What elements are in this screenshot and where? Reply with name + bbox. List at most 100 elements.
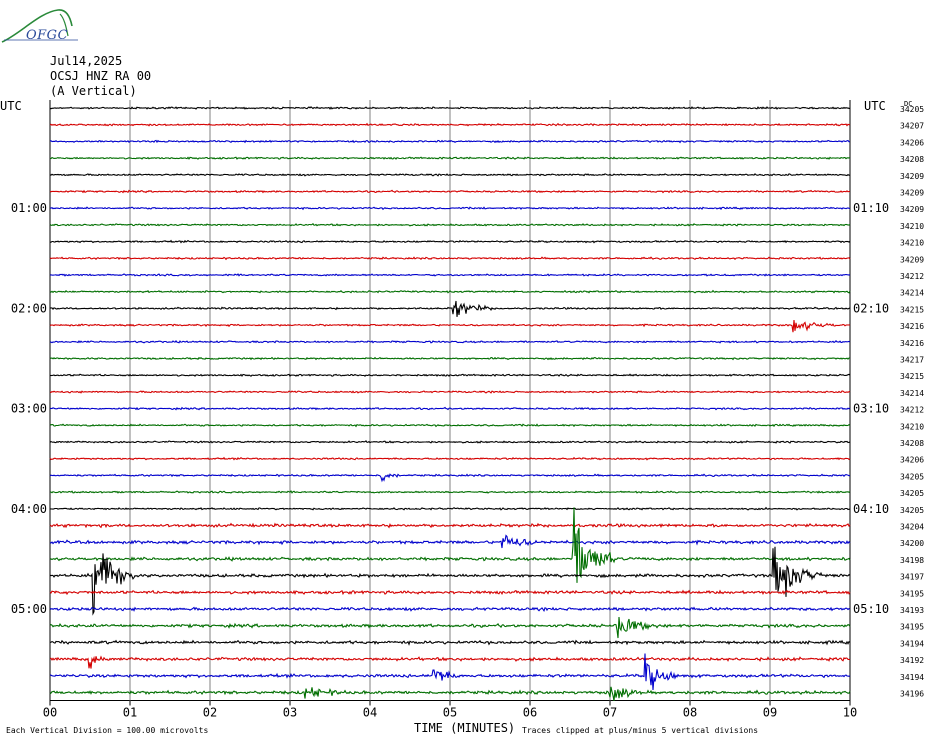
seismic-trace	[49, 522, 851, 529]
seismic-trace	[50, 490, 851, 494]
dc-offset-label: 34209	[900, 189, 924, 198]
dc-offset-label: 34217	[900, 356, 924, 365]
right-utc-label: UTC	[864, 99, 886, 113]
dc-offset-label: 34210	[900, 422, 924, 431]
seismic-trace	[49, 256, 851, 261]
dc-offset-label: 34209	[900, 172, 924, 181]
x-tick-label: 06	[523, 706, 537, 720]
seismic-trace	[49, 473, 851, 483]
seismic-trace	[49, 300, 851, 317]
seismic-trace	[49, 506, 850, 511]
x-tick-label: 09	[763, 706, 777, 720]
component-label: (A Vertical)	[50, 84, 137, 98]
dc-offset-label: 34209	[900, 255, 924, 264]
right-hour-label: 04:10	[853, 502, 889, 516]
dc-offset-label: 34205	[900, 506, 924, 515]
caption-left: Each Vertical Division = 100.00 microvol…	[6, 726, 208, 735]
logo-text: OFGC	[26, 28, 69, 43]
x-tick-label: 05	[443, 706, 457, 720]
dc-offset-label: 34209	[900, 205, 924, 214]
seismic-trace	[49, 289, 851, 294]
seismic-trace	[49, 546, 851, 616]
seismic-trace	[49, 606, 851, 613]
dc-offset-label: 34212	[900, 272, 924, 281]
seismic-trace	[50, 139, 851, 144]
seismic-trace	[49, 440, 851, 444]
dc-offset-label: 34208	[900, 439, 924, 448]
left-hour-label: 01:00	[11, 201, 47, 215]
seismic-trace	[49, 320, 851, 333]
dc-offset-label: 34214	[900, 389, 924, 398]
seismic-trace	[49, 373, 851, 377]
seismic-trace	[49, 456, 851, 461]
dc-offset-label: 34207	[900, 122, 924, 131]
seismic-trace	[49, 356, 851, 361]
dc-offset-label: 34206	[900, 456, 924, 465]
ofgc-logo-swoosh-icon	[1, 9, 78, 43]
seismic-trace	[49, 273, 851, 277]
dc-offset-label: 34195	[900, 589, 924, 598]
seismic-trace	[49, 390, 851, 394]
dc-offset-label: 34193	[900, 606, 924, 615]
dc-offset-label: 34216	[900, 339, 924, 348]
dc-offset-label: 34206	[900, 138, 924, 147]
right-hour-label: 05:10	[853, 602, 889, 616]
seismic-trace	[49, 189, 851, 194]
seismic-trace	[49, 122, 851, 127]
dc-offset-label: 34205	[900, 105, 924, 114]
dc-offset-label: 34216	[900, 322, 924, 331]
dc-offset-label: 34204	[900, 523, 924, 532]
seismic-trace	[49, 340, 851, 344]
x-tick-label: 04	[363, 706, 377, 720]
dc-offset-label: 34198	[900, 556, 924, 565]
dc-offset-label: 34215	[900, 305, 924, 314]
seismic-trace	[49, 156, 851, 160]
seismic-trace	[50, 206, 851, 211]
dc-offset-label: 34194	[900, 673, 924, 682]
x-tick-label: 10	[843, 706, 857, 720]
dc-offset-label: 34212	[900, 406, 924, 415]
x-tick-label: 01	[123, 706, 137, 720]
x-tick-label: 07	[603, 706, 617, 720]
x-tick-label: 00	[43, 706, 57, 720]
seismic-trace	[49, 106, 851, 110]
dc-offset-label: 34208	[900, 155, 924, 164]
seismic-trace	[49, 653, 851, 691]
seismic-trace	[49, 534, 851, 549]
left-hour-label: 04:00	[11, 502, 47, 516]
right-hour-label: 02:10	[853, 301, 889, 315]
seismic-trace	[49, 423, 851, 428]
right-hour-label: 01:10	[853, 201, 889, 215]
dc-offset-label: 34215	[900, 372, 924, 381]
seismic-trace	[49, 173, 851, 177]
dc-offset-label: 34210	[900, 239, 924, 248]
left-hour-label: 03:00	[11, 402, 47, 416]
left-hour-label: 05:00	[11, 602, 47, 616]
seismic-trace	[49, 223, 851, 227]
seismic-trace	[49, 655, 851, 669]
left-utc-label: UTC	[0, 99, 22, 113]
seismic-trace	[49, 616, 851, 639]
dc-offset-label: 34194	[900, 639, 924, 648]
dc-offset-label: 34195	[900, 623, 924, 632]
x-tick-label: 03	[283, 706, 297, 720]
dc-offset-label: 34192	[900, 656, 924, 665]
seismic-trace	[49, 406, 851, 411]
seismic-trace	[49, 639, 851, 646]
left-hour-label: 02:00	[11, 301, 47, 315]
right-hour-label: 03:10	[853, 402, 889, 416]
dc-offset-label: 34196	[900, 690, 924, 699]
x-tick-label: 02	[203, 706, 217, 720]
dc-header-label: DC	[904, 100, 912, 108]
dc-offset-label: 34214	[900, 289, 924, 298]
seismic-trace	[50, 239, 851, 244]
caption-left-text: Each Vertical Division = 100.00 microvol…	[6, 726, 209, 735]
plot-date: Jul14,2025	[50, 54, 123, 68]
seismic-trace	[49, 507, 851, 583]
seismic-trace	[49, 589, 851, 596]
dc-offset-label: 34210	[900, 222, 924, 231]
seismic-trace	[49, 686, 851, 701]
dc-offset-label: 34200	[900, 539, 924, 548]
dc-offset-label: 34205	[900, 472, 924, 481]
